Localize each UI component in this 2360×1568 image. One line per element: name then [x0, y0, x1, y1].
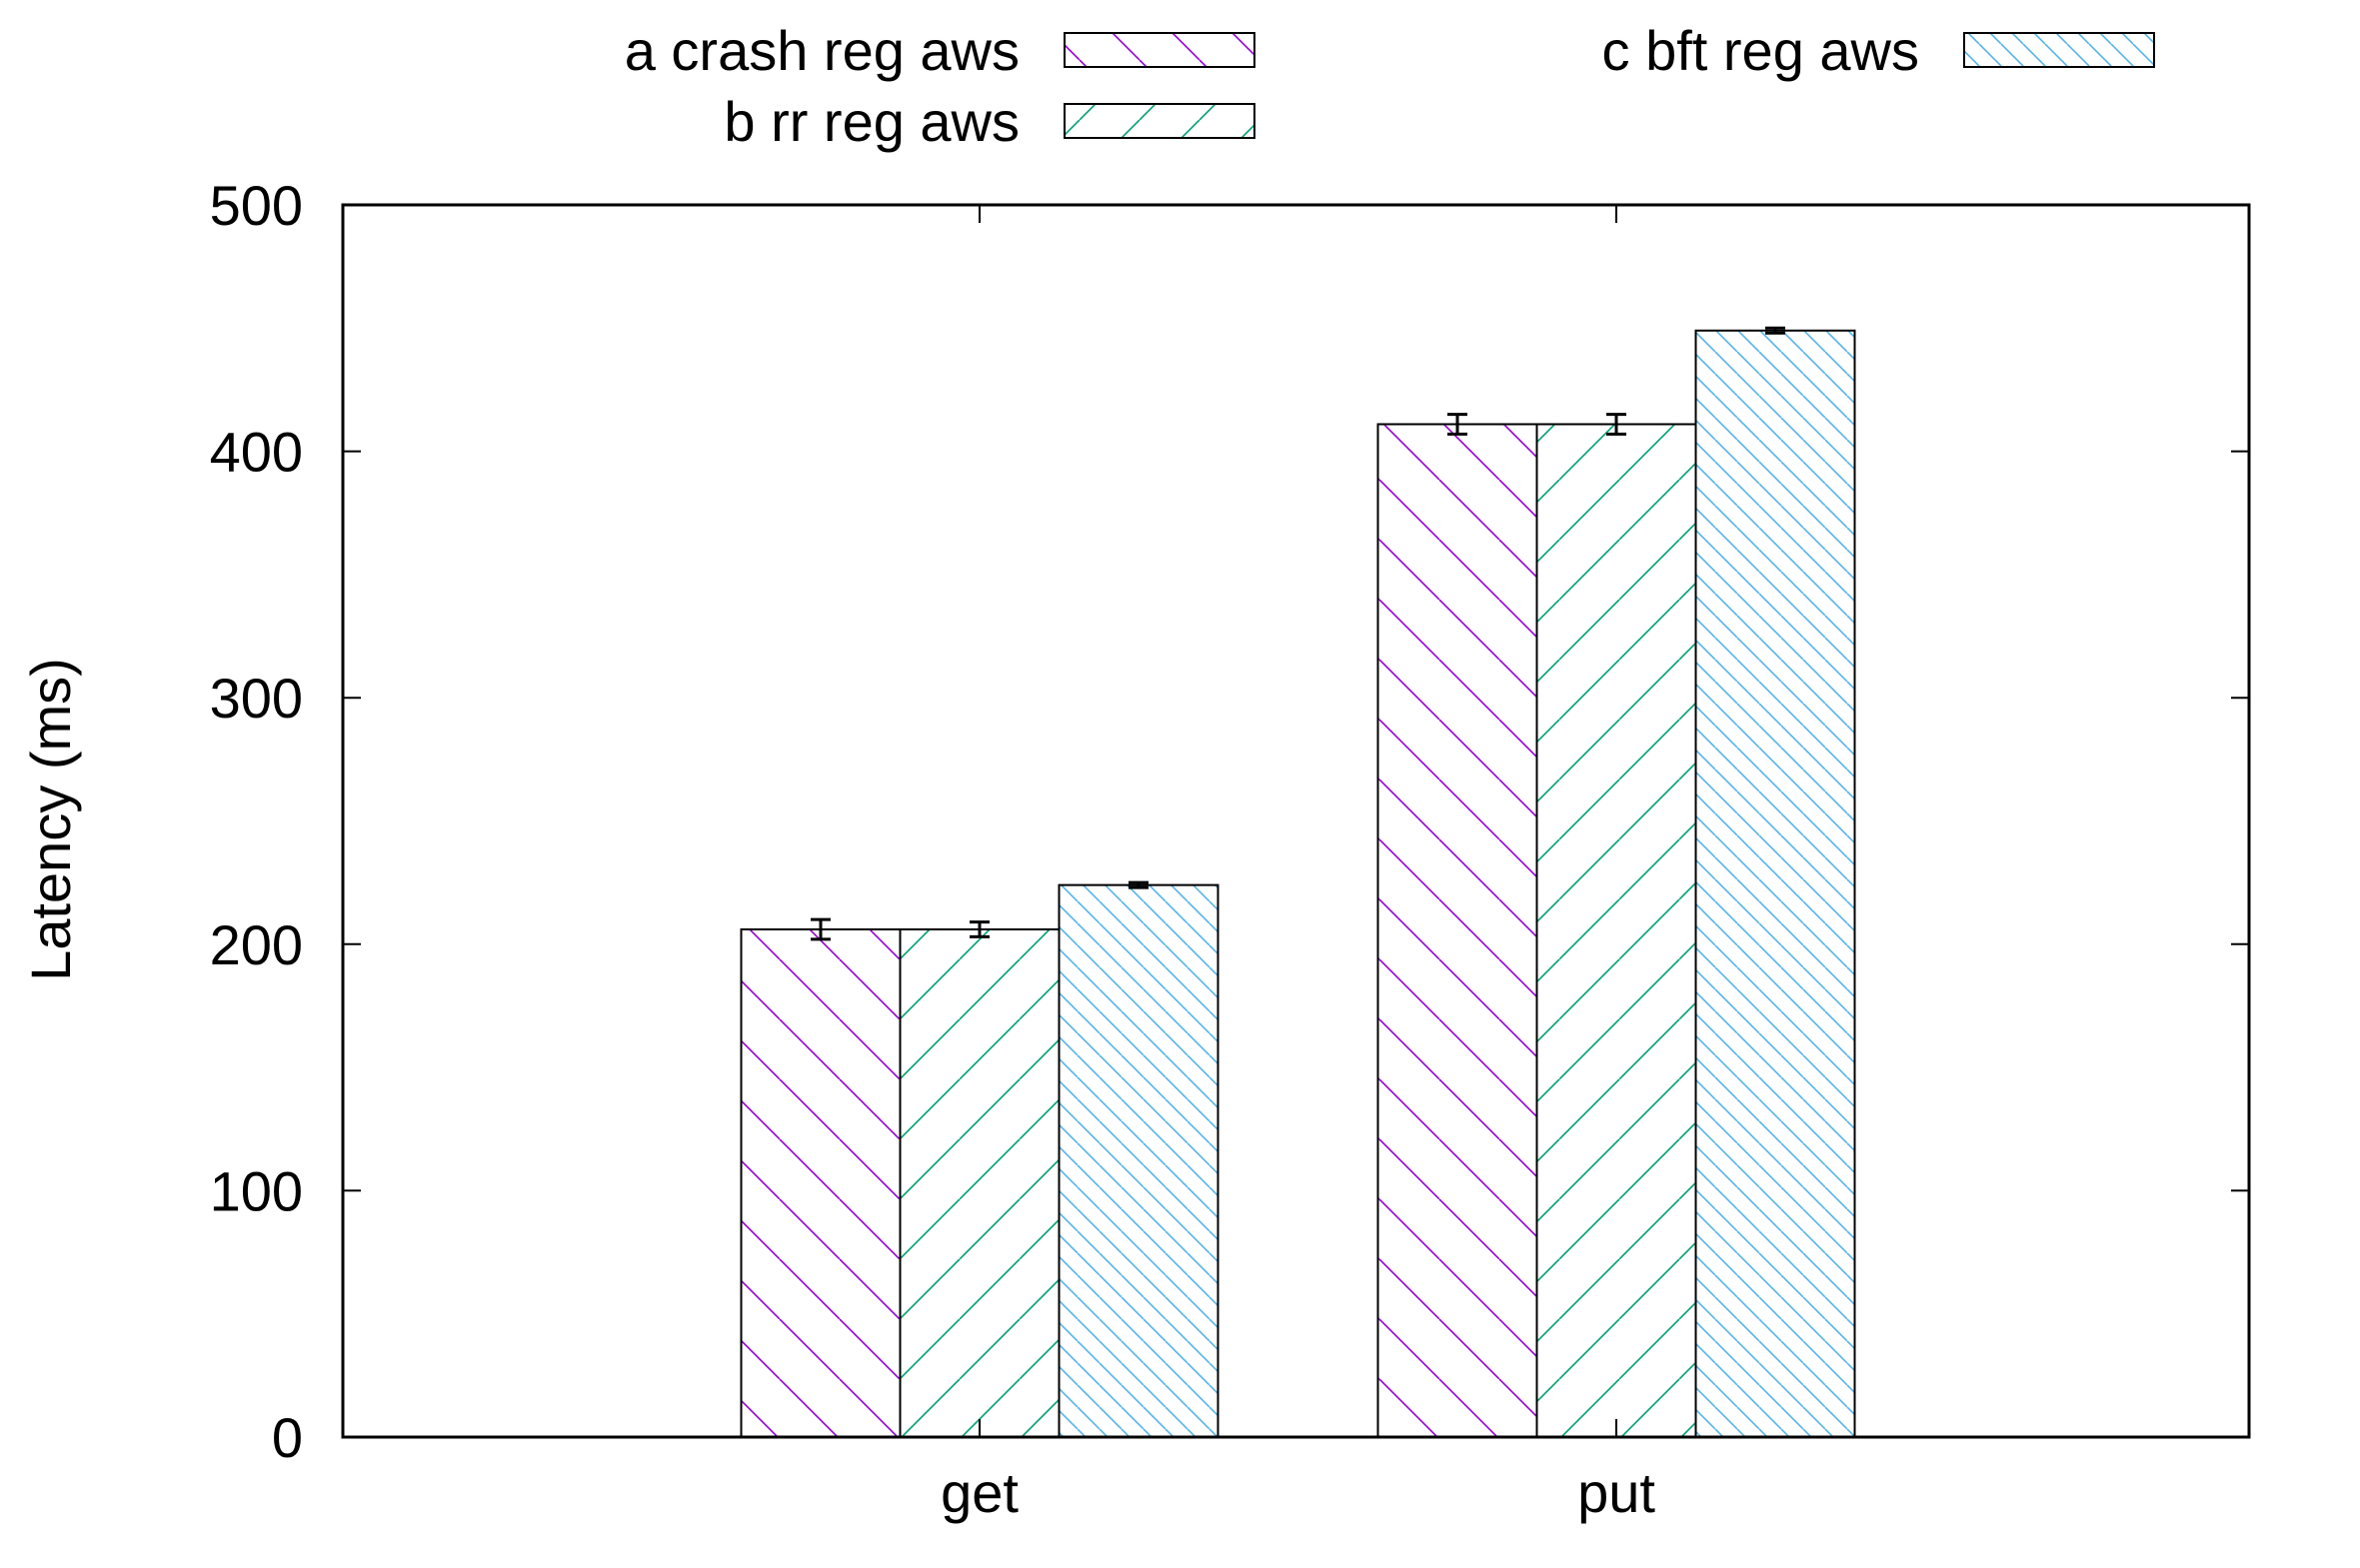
- bar-get-2: [1058, 883, 1219, 1438]
- error-bar-get-1: [970, 920, 990, 938]
- bar-put-2: [1694, 329, 1856, 1438]
- x-tick-label-put: put: [1577, 1461, 1655, 1524]
- legend-item-0: a crash reg aws: [625, 19, 1255, 82]
- legend-label: a crash reg aws: [625, 19, 1020, 82]
- error-bar-put-0: [1447, 413, 1467, 436]
- y-axis-title: Latency (ms): [19, 658, 82, 981]
- y-tick-label: 200: [210, 913, 303, 976]
- legend-item-1: b rr reg aws: [724, 90, 1255, 153]
- x-tick-label-get: get: [941, 1461, 1019, 1524]
- legend-swatch: [1064, 103, 1255, 139]
- legend-item-2: c bft reg aws: [1602, 19, 2155, 82]
- y-tick-label: 300: [210, 667, 303, 730]
- y-tick-label: 500: [210, 174, 303, 237]
- bar-put-0: [1376, 423, 1538, 1438]
- y-axis: 0 100 200 300 400 500: [210, 174, 2249, 1469]
- bars: [740, 329, 1856, 1439]
- y-tick-label: 400: [210, 421, 303, 484]
- legend-label: b rr reg aws: [724, 90, 1020, 153]
- x-axis: get put: [941, 205, 1655, 1524]
- bar-get-1: [899, 928, 1061, 1439]
- legend-swatch: [1064, 32, 1255, 68]
- plot-frame: [341, 203, 2251, 1439]
- bar-get-0: [740, 928, 902, 1439]
- legend-label: c bft reg aws: [1602, 19, 1919, 82]
- y-tick-label: 0: [272, 1406, 303, 1469]
- error-bars: [811, 326, 1785, 941]
- y-tick-label: 100: [210, 1159, 303, 1222]
- error-bar-put-2: [1765, 326, 1785, 335]
- legend: a crash reg aws b rr reg aws c bft reg aws: [625, 19, 2155, 153]
- legend-swatch: [1963, 32, 2155, 68]
- error-bar-get-2: [1129, 880, 1149, 889]
- bar-put-1: [1535, 423, 1697, 1438]
- error-bar-get-0: [811, 917, 831, 941]
- error-bar-put-1: [1606, 413, 1626, 436]
